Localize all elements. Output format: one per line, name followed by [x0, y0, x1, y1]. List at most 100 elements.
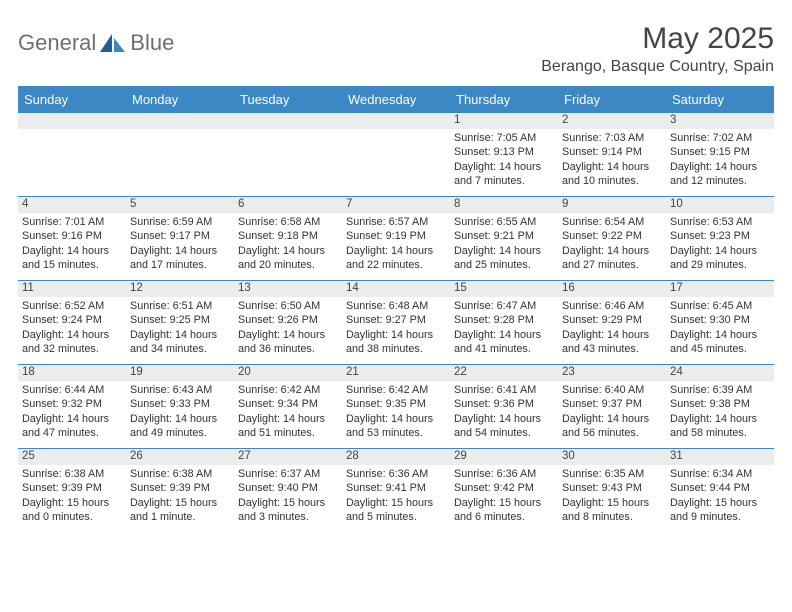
day-details — [234, 129, 342, 196]
day-details: Sunrise: 6:46 AMSunset: 9:29 PMDaylight:… — [558, 297, 666, 364]
day-number: 3 — [666, 113, 774, 129]
dow-thursday: Thursday — [450, 86, 558, 113]
dow-tuesday: Tuesday — [234, 86, 342, 113]
daylight-text: Daylight: 15 hours and 6 minutes. — [454, 496, 554, 525]
sunrise-text: Sunrise: 6:36 AM — [454, 467, 554, 481]
sunrise-text: Sunrise: 6:52 AM — [22, 299, 122, 313]
day-details: Sunrise: 7:05 AMSunset: 9:13 PMDaylight:… — [450, 129, 558, 196]
day-details: Sunrise: 6:40 AMSunset: 9:37 PMDaylight:… — [558, 381, 666, 448]
brand-logo: General Blue — [18, 22, 174, 56]
daylight-text: Daylight: 14 hours and 47 minutes. — [22, 412, 122, 441]
header: General Blue May 2025 Berango, Basque Co… — [18, 22, 774, 76]
week-row: 123Sunrise: 7:05 AMSunset: 9:13 PMDaylig… — [18, 113, 774, 196]
daynum-row: 25262728293031 — [18, 449, 774, 465]
sunset-text: Sunset: 9:22 PM — [562, 229, 662, 243]
sunrise-text: Sunrise: 6:59 AM — [130, 215, 230, 229]
day-number: 5 — [126, 197, 234, 213]
day-number: 30 — [558, 449, 666, 465]
day-details: Sunrise: 7:03 AMSunset: 9:14 PMDaylight:… — [558, 129, 666, 196]
dow-saturday: Saturday — [666, 86, 774, 113]
sunrise-text: Sunrise: 6:42 AM — [346, 383, 446, 397]
week-row: 25262728293031Sunrise: 6:38 AMSunset: 9:… — [18, 448, 774, 532]
details-row: Sunrise: 6:52 AMSunset: 9:24 PMDaylight:… — [18, 297, 774, 364]
day-number: 19 — [126, 365, 234, 381]
sunset-text: Sunset: 9:16 PM — [22, 229, 122, 243]
day-number: 6 — [234, 197, 342, 213]
sunset-text: Sunset: 9:26 PM — [238, 313, 338, 327]
sunrise-text: Sunrise: 6:45 AM — [670, 299, 770, 313]
day-number: 12 — [126, 281, 234, 297]
sunrise-text: Sunrise: 6:50 AM — [238, 299, 338, 313]
daylight-text: Daylight: 14 hours and 20 minutes. — [238, 244, 338, 273]
daylight-text: Daylight: 15 hours and 8 minutes. — [562, 496, 662, 525]
sunset-text: Sunset: 9:36 PM — [454, 397, 554, 411]
day-number: 16 — [558, 281, 666, 297]
daylight-text: Daylight: 14 hours and 22 minutes. — [346, 244, 446, 273]
day-details: Sunrise: 6:36 AMSunset: 9:41 PMDaylight:… — [342, 465, 450, 532]
sunset-text: Sunset: 9:38 PM — [670, 397, 770, 411]
daylight-text: Daylight: 14 hours and 36 minutes. — [238, 328, 338, 357]
daynum-row: 45678910 — [18, 197, 774, 213]
sunrise-text: Sunrise: 6:44 AM — [22, 383, 122, 397]
daylight-text: Daylight: 14 hours and 54 minutes. — [454, 412, 554, 441]
calendar-page: General Blue May 2025 Berango, Basque Co… — [0, 0, 792, 532]
day-details: Sunrise: 6:38 AMSunset: 9:39 PMDaylight:… — [18, 465, 126, 532]
daylight-text: Daylight: 14 hours and 41 minutes. — [454, 328, 554, 357]
week-row: 18192021222324Sunrise: 6:44 AMSunset: 9:… — [18, 364, 774, 448]
details-row: Sunrise: 6:44 AMSunset: 9:32 PMDaylight:… — [18, 381, 774, 448]
daylight-text: Daylight: 15 hours and 5 minutes. — [346, 496, 446, 525]
daylight-text: Daylight: 15 hours and 9 minutes. — [670, 496, 770, 525]
daylight-text: Daylight: 14 hours and 56 minutes. — [562, 412, 662, 441]
weeks-container: 123Sunrise: 7:05 AMSunset: 9:13 PMDaylig… — [18, 113, 774, 532]
sunrise-text: Sunrise: 6:40 AM — [562, 383, 662, 397]
day-number: 31 — [666, 449, 774, 465]
dow-monday: Monday — [126, 86, 234, 113]
dow-sunday: Sunday — [18, 86, 126, 113]
sunset-text: Sunset: 9:18 PM — [238, 229, 338, 243]
dow-wednesday: Wednesday — [342, 86, 450, 113]
sunset-text: Sunset: 9:33 PM — [130, 397, 230, 411]
day-details: Sunrise: 6:59 AMSunset: 9:17 PMDaylight:… — [126, 213, 234, 280]
daylight-text: Daylight: 14 hours and 7 minutes. — [454, 160, 554, 189]
day-details — [342, 129, 450, 196]
brand-name-1: General — [18, 30, 96, 56]
sunset-text: Sunset: 9:27 PM — [346, 313, 446, 327]
sunrise-text: Sunrise: 6:47 AM — [454, 299, 554, 313]
day-details: Sunrise: 6:42 AMSunset: 9:34 PMDaylight:… — [234, 381, 342, 448]
day-details: Sunrise: 6:42 AMSunset: 9:35 PMDaylight:… — [342, 381, 450, 448]
day-number — [342, 113, 450, 129]
sunrise-text: Sunrise: 6:38 AM — [22, 467, 122, 481]
daylight-text: Daylight: 14 hours and 17 minutes. — [130, 244, 230, 273]
day-details: Sunrise: 6:55 AMSunset: 9:21 PMDaylight:… — [450, 213, 558, 280]
daylight-text: Daylight: 14 hours and 51 minutes. — [238, 412, 338, 441]
daynum-row: 18192021222324 — [18, 365, 774, 381]
daylight-text: Daylight: 14 hours and 25 minutes. — [454, 244, 554, 273]
day-details: Sunrise: 6:53 AMSunset: 9:23 PMDaylight:… — [666, 213, 774, 280]
daylight-text: Daylight: 15 hours and 0 minutes. — [22, 496, 122, 525]
sunset-text: Sunset: 9:43 PM — [562, 481, 662, 495]
daylight-text: Daylight: 15 hours and 3 minutes. — [238, 496, 338, 525]
sunrise-text: Sunrise: 6:39 AM — [670, 383, 770, 397]
daylight-text: Daylight: 14 hours and 10 minutes. — [562, 160, 662, 189]
day-details: Sunrise: 6:52 AMSunset: 9:24 PMDaylight:… — [18, 297, 126, 364]
dow-friday: Friday — [558, 86, 666, 113]
sunrise-text: Sunrise: 6:46 AM — [562, 299, 662, 313]
day-details: Sunrise: 6:54 AMSunset: 9:22 PMDaylight:… — [558, 213, 666, 280]
sunset-text: Sunset: 9:44 PM — [670, 481, 770, 495]
daynum-row: 123 — [18, 113, 774, 129]
sunset-text: Sunset: 9:28 PM — [454, 313, 554, 327]
day-number: 2 — [558, 113, 666, 129]
day-number: 29 — [450, 449, 558, 465]
day-number: 27 — [234, 449, 342, 465]
details-row: Sunrise: 7:05 AMSunset: 9:13 PMDaylight:… — [18, 129, 774, 196]
day-details: Sunrise: 6:38 AMSunset: 9:39 PMDaylight:… — [126, 465, 234, 532]
day-number: 8 — [450, 197, 558, 213]
sunset-text: Sunset: 9:23 PM — [670, 229, 770, 243]
sunrise-text: Sunrise: 6:48 AM — [346, 299, 446, 313]
week-row: 45678910Sunrise: 7:01 AMSunset: 9:16 PMD… — [18, 196, 774, 280]
day-details: Sunrise: 6:44 AMSunset: 9:32 PMDaylight:… — [18, 381, 126, 448]
title-block: May 2025 Berango, Basque Country, Spain — [541, 22, 774, 76]
day-number: 20 — [234, 365, 342, 381]
sunset-text: Sunset: 9:42 PM — [454, 481, 554, 495]
sunrise-text: Sunrise: 7:02 AM — [670, 131, 770, 145]
